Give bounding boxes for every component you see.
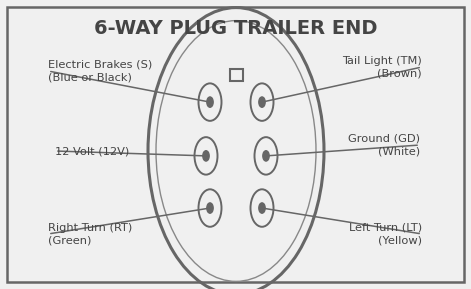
Text: 12 Volt (12V): 12 Volt (12V) [55,146,129,156]
Ellipse shape [207,203,213,213]
Ellipse shape [207,97,213,107]
Text: Tail Light (TM)
(Brown): Tail Light (TM) (Brown) [342,56,422,78]
Ellipse shape [263,151,269,161]
Text: Electric Brakes (S)
(Blue or Black): Electric Brakes (S) (Blue or Black) [48,60,152,82]
Text: Right Turn (RT)
(Green): Right Turn (RT) (Green) [48,223,132,245]
Ellipse shape [259,203,265,213]
Text: 6-WAY PLUG TRAILER END: 6-WAY PLUG TRAILER END [94,18,377,38]
Ellipse shape [259,97,265,107]
Bar [229,69,243,81]
Text: Left Turn (LT)
(Yellow): Left Turn (LT) (Yellow) [349,223,422,245]
Ellipse shape [203,151,209,161]
Text: Ground (GD)
(White): Ground (GD) (White) [348,134,420,156]
